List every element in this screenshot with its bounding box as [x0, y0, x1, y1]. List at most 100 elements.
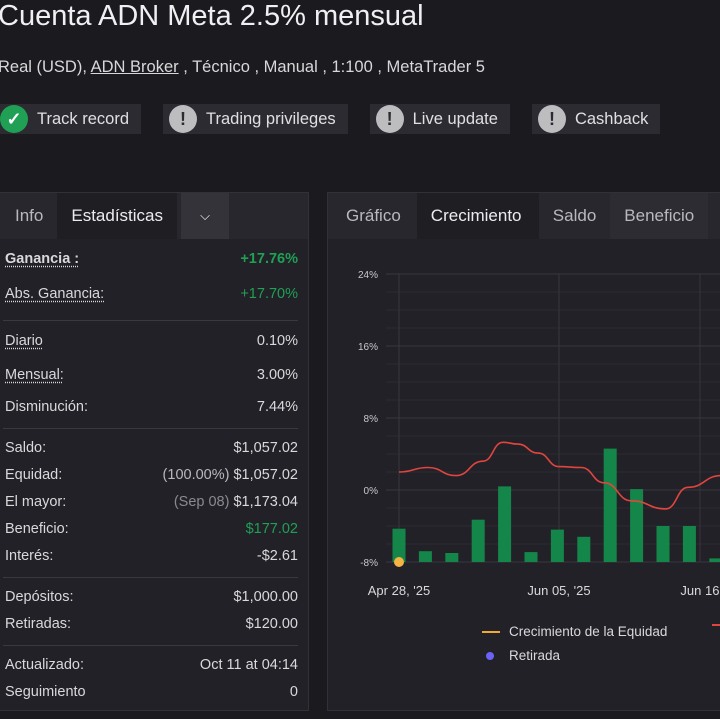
- stat-value: $1,057.02: [233, 467, 298, 483]
- stat-label: Disminución:: [5, 399, 88, 415]
- growth-chart[interactable]: 24% 16% 8% 0% -8% Apr 28, '25 Jun 05, '25 Jun 1…: [328, 239, 720, 659]
- stat-retiradas: Retiradas: $120.00: [5, 616, 298, 632]
- account-details: , Técnico , Manual , 1:100 , MetaTrader …: [178, 58, 485, 76]
- badge-cashback[interactable]: ! Cashback: [531, 104, 661, 134]
- bar: [550, 529, 564, 562]
- badges: ✓ Track record ! Trading privileges ! Live …: [0, 104, 661, 134]
- legend-label: Retirada: [509, 648, 561, 663]
- y-tick-label: 24%: [358, 270, 378, 281]
- y-tick-label: 0%: [364, 486, 379, 497]
- stat-label: Equidad:: [5, 467, 63, 483]
- bar: [392, 528, 406, 562]
- badge-trading-privileges[interactable]: ! Trading privileges: [163, 104, 348, 134]
- stat-value: 7.44%: [256, 399, 298, 415]
- stat-value: 3.00%: [256, 367, 298, 383]
- stat-value: $1,173.04: [233, 494, 298, 510]
- x-tick-label: Jun 16: [680, 583, 719, 598]
- bar: [656, 526, 670, 562]
- badge-label: Track record: [37, 109, 129, 128]
- stats-tabs: Info Estadísticas ⌵: [0, 193, 308, 239]
- stat-label: El mayor:: [5, 494, 67, 510]
- badge-live-update[interactable]: ! Live update: [369, 104, 510, 134]
- stat-value: +17.76%: [240, 251, 298, 267]
- stat-note: (100.00%): [162, 467, 230, 483]
- divider: [3, 428, 298, 429]
- stat-value: $1,000.00: [233, 589, 298, 605]
- stat-value: 0.10%: [256, 333, 298, 349]
- badge-label: Cashback: [574, 109, 649, 128]
- legend-equity[interactable]: Crecimiento de la Equidad: [482, 624, 667, 639]
- exclamation-icon: !: [169, 105, 197, 133]
- legend-line-icon: [712, 624, 720, 626]
- badge-label: Live update: [412, 109, 498, 128]
- divider: [3, 320, 298, 321]
- withdrawal-point: [394, 557, 404, 567]
- bar: [603, 448, 617, 562]
- bar: [709, 558, 720, 562]
- stat-value: Oct 11 at 04:14: [199, 657, 298, 673]
- stat-mensual: Mensual: 3.00%: [5, 367, 298, 383]
- account-subtitle: Real (USD), ADN Broker , Técnico , Manua…: [0, 58, 485, 77]
- stat-disminucion: Disminución: 7.44%: [5, 399, 298, 415]
- stat-interes: Interés: -$2.61: [5, 548, 298, 564]
- stat-equidad: Equidad: (100.00%) $1,057.02: [5, 467, 298, 483]
- stat-depositos: Depósitos: $1,000.00: [5, 589, 298, 605]
- bar: [577, 536, 591, 562]
- stat-value: $177.02: [245, 521, 298, 537]
- y-tick-label: -8%: [360, 558, 378, 569]
- bar: [524, 552, 538, 562]
- y-tick-label: 8%: [364, 414, 379, 425]
- broker-link[interactable]: ADN Broker: [90, 58, 179, 76]
- stat-label: Seguimiento: [5, 684, 86, 700]
- badge-track-record[interactable]: ✓ Track record: [0, 104, 141, 134]
- stat-label[interactable]: Diario: [5, 333, 43, 349]
- check-icon: ✓: [0, 105, 28, 133]
- stat-label[interactable]: Abs. Ganancia:: [5, 286, 105, 302]
- stat-saldo: Saldo: $1,057.02: [5, 440, 298, 456]
- divider: [3, 577, 298, 578]
- x-tick-label: Jun 05, '25: [527, 583, 590, 598]
- tab-grafico[interactable]: Gráfico: [346, 206, 401, 225]
- tab-estadisticas[interactable]: Estadísticas: [57, 193, 178, 239]
- legend-dot-icon: [486, 651, 494, 660]
- bar: [498, 486, 512, 562]
- stat-seguimiento: Seguimiento 0: [5, 684, 298, 700]
- stat-el-mayor: El mayor: (Sep 08) $1,173.04: [5, 494, 298, 510]
- stat-value: $120.00: [245, 616, 298, 632]
- legend-growth[interactable]: [712, 624, 720, 626]
- y-tick-label: 16%: [358, 342, 378, 353]
- stat-label[interactable]: Ganancia :: [5, 251, 80, 267]
- stat-value: 0: [289, 684, 298, 700]
- chart-tabs: Gráfico Crecimiento Saldo Beneficio: [328, 193, 720, 239]
- stat-ganancia: Ganancia : +17.76%: [5, 251, 298, 267]
- stat-beneficio: Beneficio: $177.02: [5, 521, 298, 537]
- tab-beneficio[interactable]: Beneficio: [610, 193, 709, 239]
- stat-label[interactable]: Mensual:: [5, 367, 64, 383]
- bar: [418, 551, 432, 562]
- bar: [630, 489, 644, 562]
- legend-withdrawal[interactable]: Retirada: [486, 648, 560, 663]
- divider: [3, 645, 298, 646]
- exclamation-icon: !: [537, 105, 566, 133]
- account-type: Real (USD),: [0, 58, 91, 76]
- stat-abs-ganancia: Abs. Ganancia: +17.70%: [5, 286, 298, 302]
- badge-label: Trading privileges: [206, 109, 336, 128]
- stat-diario: Diario 0.10%: [5, 333, 298, 349]
- exclamation-icon: !: [375, 105, 404, 133]
- legend-label: Crecimiento de la Equidad: [509, 624, 668, 639]
- page-title: Cuenta ADN Meta 2.5% mensual: [0, 0, 424, 32]
- chevron-down-icon[interactable]: ⌵: [181, 193, 230, 239]
- stat-label: Depósitos:: [5, 589, 74, 605]
- stat-label: Retiradas:: [5, 616, 72, 632]
- growth-line: [398, 441, 720, 510]
- tab-crecimiento[interactable]: Crecimiento: [416, 193, 539, 239]
- x-tick-label: Apr 28, '25: [368, 583, 430, 598]
- stat-label: Saldo:: [5, 440, 47, 456]
- tab-saldo[interactable]: Saldo: [552, 206, 597, 225]
- tab-info[interactable]: Info: [15, 206, 44, 225]
- chart-panel: Gráfico Crecimiento Saldo Beneficio 24% 1…: [327, 192, 720, 711]
- bar: [445, 553, 459, 562]
- stat-label: Interés:: [5, 548, 54, 564]
- stat-actualizado: Actualizado: Oct 11 at 04:14: [5, 657, 298, 673]
- stat-value: +17.70%: [240, 286, 298, 302]
